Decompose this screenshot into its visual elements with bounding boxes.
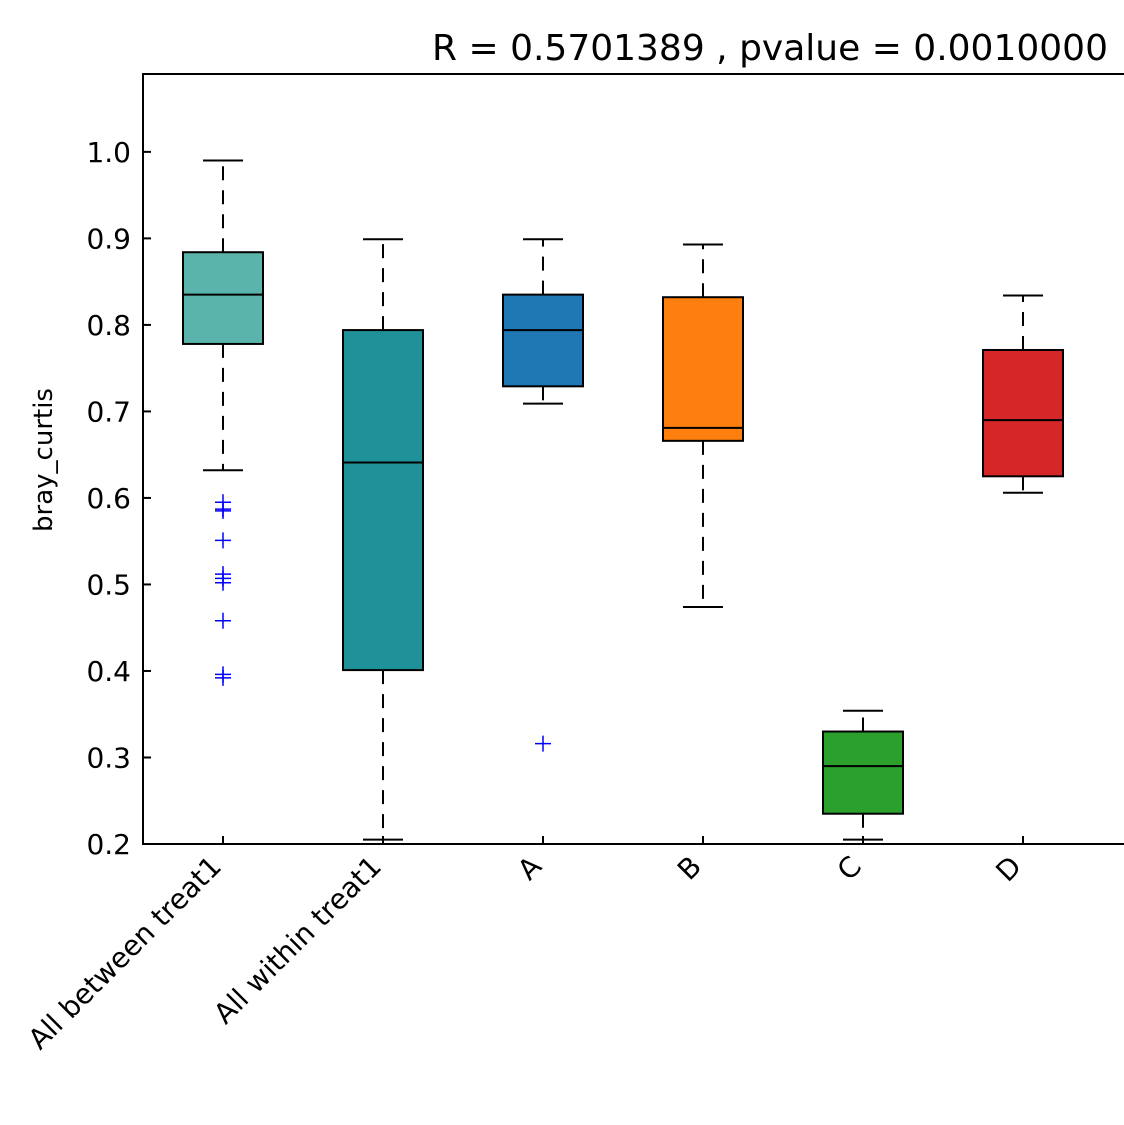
- chart-title: R = 0.5701389 , pvalue = 0.0010000: [432, 28, 1108, 69]
- outlier-point: [535, 735, 551, 752]
- plot-area: [182, 159, 1064, 841]
- box-iqr: [982, 348, 1064, 478]
- y-tick-label: 0.2: [86, 828, 131, 861]
- box-iqr: [662, 296, 744, 442]
- box-iqr: [502, 293, 584, 388]
- box-group-6: [982, 294, 1064, 494]
- box-iqr: [342, 329, 424, 672]
- box-iqr: [182, 251, 264, 345]
- y-tick-label: 0.7: [86, 395, 131, 428]
- x-tick-label: C: [831, 850, 868, 887]
- y-tick-label: 0.9: [86, 222, 131, 255]
- y-tick-label: 0.6: [86, 482, 131, 515]
- box-group-2: [342, 238, 424, 841]
- outlier-point: [215, 669, 231, 686]
- y-tick-label: 0.3: [86, 741, 131, 774]
- outlier-point: [215, 612, 231, 629]
- box-group-5: [822, 709, 904, 841]
- plot-frame: [142, 73, 1124, 845]
- outlier-point: [215, 574, 231, 591]
- y-axis: 0.2 0.3 0.4 0.5 0.6 0.7 0.8 0.9 1.0: [86, 136, 151, 861]
- box-group-3: [502, 238, 584, 752]
- x-tick-label: All between treat1: [22, 850, 228, 1056]
- x-tick-label: All within treat1: [207, 850, 388, 1031]
- y-tick-label: 0.5: [86, 568, 131, 601]
- y-axis-label: bray_curtis: [29, 388, 59, 532]
- x-tick-label: D: [989, 850, 1028, 889]
- outlier-point: [215, 502, 231, 519]
- box-group-4: [662, 243, 744, 608]
- outlier-point: [215, 532, 231, 549]
- y-tick-label: 0.8: [86, 309, 131, 342]
- x-tick-label: A: [511, 850, 548, 887]
- y-tick-label: 1.0: [86, 136, 131, 169]
- y-tick-label: 0.4: [86, 655, 131, 688]
- box-iqr: [822, 730, 904, 815]
- x-tick-label: B: [671, 850, 708, 887]
- box-group-1: [182, 159, 264, 686]
